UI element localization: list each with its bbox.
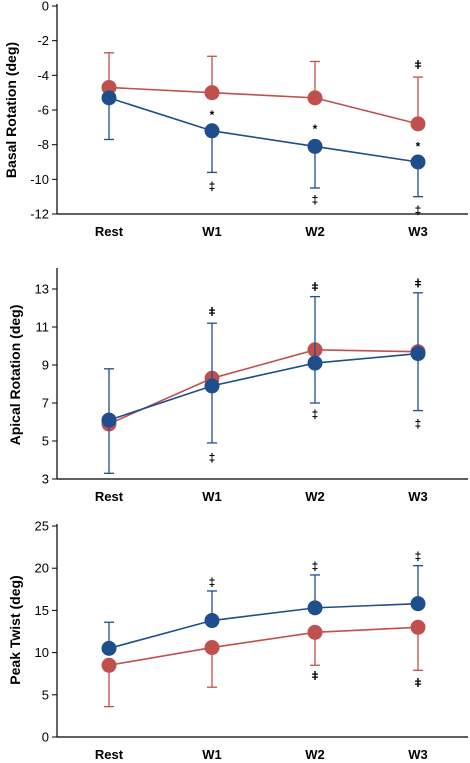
data-point xyxy=(410,619,426,635)
apical-rotation-chart: Apical Rotation (deg) 3 5 7 9 11 13 Rest W1 W2 W3… xyxy=(7,268,468,504)
series-line xyxy=(108,348,419,425)
data-point xyxy=(410,596,426,612)
y-tick-label: -10 xyxy=(30,172,49,187)
data-point xyxy=(307,138,323,154)
data-point xyxy=(101,640,117,656)
significance-marker: ǂ xyxy=(311,280,318,294)
data-point xyxy=(204,85,220,101)
data-point xyxy=(204,123,220,139)
significance-marker: * xyxy=(416,139,421,153)
peak-twist-chart: Peak Twist (deg) 0 5 10 15 20 25 Rest W1 W2 W3 ‡ ‡ ‡… xyxy=(7,519,468,762)
data-point xyxy=(307,90,323,106)
significance-marker: ǂ xyxy=(414,58,421,72)
series-line xyxy=(108,602,419,650)
series-line xyxy=(108,626,419,667)
data-point xyxy=(307,624,323,640)
y-tick-label: 20 xyxy=(35,561,49,576)
significance-marker: ‡ xyxy=(312,560,319,574)
y-tick-label: 0 xyxy=(42,0,49,14)
y-axis-label: Peak Twist (deg) xyxy=(7,575,23,684)
data-point xyxy=(101,412,117,428)
y-axis-label: Apical Rotation (deg) xyxy=(7,305,23,446)
significance-marker: ‡ xyxy=(209,451,216,465)
significance-marker: ǂ xyxy=(208,305,215,319)
significance-marker: * xyxy=(313,122,318,136)
y-tick-label: 13 xyxy=(35,282,49,297)
x-tick-label: W2 xyxy=(305,224,325,239)
significance-marker: * xyxy=(210,108,215,122)
significance-marker: ‡ xyxy=(415,204,422,218)
basal-rotation-chart: Basal Rotation (deg) 0 -2 -4 -6 -8 -10 -12 Rest… xyxy=(3,0,468,239)
y-tick-label: 10 xyxy=(35,645,49,660)
data-point xyxy=(410,154,426,170)
x-tick-label: Rest xyxy=(95,747,124,762)
data-point xyxy=(204,378,220,394)
data-point xyxy=(204,613,220,629)
x-tick-label: W2 xyxy=(305,489,325,504)
significance-marker: ‡ xyxy=(209,576,216,590)
y-tick-label: 15 xyxy=(35,603,49,618)
y-tick-label: 25 xyxy=(35,519,49,534)
y-tick-label: 0 xyxy=(42,730,49,745)
data-point xyxy=(410,346,426,362)
series-line xyxy=(108,352,419,421)
data-point xyxy=(101,657,117,673)
series-line xyxy=(108,86,419,125)
data-point xyxy=(410,116,426,132)
y-tick-label: -4 xyxy=(37,68,49,83)
data-point xyxy=(101,90,117,106)
y-tick-label: -2 xyxy=(37,33,49,48)
significance-marker: ‡ xyxy=(209,179,216,193)
x-tick-label: W3 xyxy=(408,747,428,762)
y-tick-label: -8 xyxy=(37,137,49,152)
y-tick-label: -12 xyxy=(30,207,49,222)
y-tick-label: 11 xyxy=(36,320,50,335)
y-axis-label: Basal Rotation (deg) xyxy=(3,42,19,178)
data-point xyxy=(307,600,323,616)
y-tick-label: -6 xyxy=(37,103,49,118)
x-tick-label: W1 xyxy=(202,224,222,239)
data-point xyxy=(307,355,323,371)
significance-marker: ‡ xyxy=(312,193,319,207)
significance-marker: ǂ xyxy=(414,276,421,290)
y-tick-label: 9 xyxy=(42,358,49,373)
data-point xyxy=(204,640,220,656)
y-tick-label: 5 xyxy=(42,434,49,449)
x-tick-label: W3 xyxy=(408,489,428,504)
x-tick-label: Rest xyxy=(95,489,124,504)
x-tick-label: W1 xyxy=(202,747,222,762)
significance-marker: ǂ xyxy=(414,676,421,690)
x-tick-label: Rest xyxy=(95,224,124,239)
significance-marker: ‡ xyxy=(415,549,422,563)
y-tick-label: 3 xyxy=(42,472,49,487)
x-tick-label: W2 xyxy=(305,747,325,762)
x-tick-label: W1 xyxy=(202,489,222,504)
y-tick-label: 7 xyxy=(42,396,49,411)
series-line xyxy=(108,97,419,163)
x-tick-label: W3 xyxy=(408,224,428,239)
data-point xyxy=(101,79,117,95)
significance-marker: ‡ xyxy=(312,407,319,421)
significance-marker: ‡ xyxy=(415,417,422,431)
y-tick-label: 5 xyxy=(42,687,49,702)
significance-marker: ǂ xyxy=(311,669,318,683)
